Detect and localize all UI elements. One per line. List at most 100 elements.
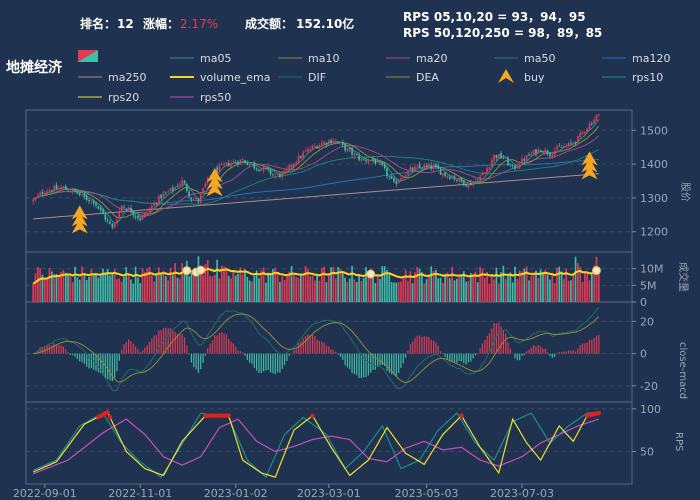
volume-bar: [174, 263, 176, 302]
candle-body: [414, 166, 416, 172]
volume-bar: [95, 273, 97, 302]
volume-bar: [190, 273, 193, 302]
candle-body: [593, 119, 595, 124]
candle-body: [323, 141, 325, 145]
candle-body: [453, 176, 456, 180]
macd-histogram-bar: [549, 353, 551, 356]
volume-bar: [123, 276, 125, 302]
candle-body: [586, 128, 589, 132]
volume-bar: [192, 275, 195, 302]
candle-body: [339, 142, 342, 144]
candle-body: [388, 176, 391, 178]
macd-histogram-bar: [530, 347, 532, 354]
volume-bar: [37, 266, 39, 302]
volume-bar: [423, 283, 426, 302]
candle-body: [504, 157, 507, 159]
volume-bar: [211, 276, 214, 302]
volume-bar: [483, 277, 486, 302]
macd-histogram-bar: [137, 349, 139, 354]
volume-bar: [516, 279, 519, 302]
macd-histogram-bar: [409, 344, 411, 354]
macd-histogram-bar: [121, 349, 123, 354]
volume-bar: [507, 275, 509, 302]
volume-bar: [439, 277, 442, 302]
legend-label: ma05: [200, 52, 231, 65]
volume-bar: [323, 266, 325, 302]
candle-body: [528, 154, 530, 156]
macd-histogram-bar: [188, 353, 190, 355]
volume-axis-label: 成交量: [677, 262, 690, 292]
macd-histogram-bar: [242, 352, 244, 354]
volume-bar: [463, 271, 465, 302]
macd-histogram-bar: [588, 339, 591, 354]
candle-body: [88, 199, 90, 202]
macd-histogram-bar: [314, 336, 316, 354]
candle-body: [111, 223, 114, 228]
macd-histogram-bar: [207, 348, 209, 354]
volume-bar: [586, 273, 589, 302]
macd-histogram-bar: [579, 345, 581, 354]
volume-bar: [111, 272, 114, 302]
buy-marker: [206, 182, 223, 197]
ma250-line: [33, 173, 599, 220]
candle-body: [435, 164, 437, 167]
rps20-line: [32, 411, 599, 478]
macd-histogram-bar: [179, 334, 181, 354]
macd-histogram-bar: [302, 338, 304, 354]
macd-histogram-bar: [307, 334, 309, 354]
volume-bar: [369, 268, 372, 302]
candle-body: [85, 196, 88, 201]
volume-bar: [490, 274, 493, 302]
volume-bar: [318, 280, 321, 302]
macd-histogram-bar: [563, 351, 565, 354]
macd-histogram-bar: [328, 346, 330, 354]
macd-histogram-bar: [151, 338, 153, 354]
candle-body: [446, 175, 449, 177]
volume-bar: [341, 271, 344, 302]
volume-bar: [523, 268, 526, 302]
candle-body: [549, 153, 551, 156]
macd-histogram-bar: [423, 336, 425, 354]
volume-bar: [416, 266, 419, 302]
candle-body: [309, 149, 311, 150]
price-axis-label: 股价: [679, 182, 691, 202]
volume-bar: [528, 280, 530, 302]
candle-body: [314, 146, 316, 148]
candle-body: [262, 167, 265, 171]
legend-label: ma120: [632, 52, 670, 65]
candle-body: [467, 183, 470, 188]
volume-bar: [465, 281, 467, 302]
candle-body: [493, 154, 495, 161]
candle-body: [225, 162, 228, 165]
volume-bar: [165, 276, 167, 302]
candle-body: [286, 168, 288, 171]
candle-body: [113, 223, 116, 228]
volume-bar: [220, 265, 223, 302]
candle-body: [553, 151, 556, 156]
candle-body: [397, 180, 400, 184]
candle-body: [95, 202, 97, 206]
candle-body: [279, 173, 281, 177]
volume-highlight-dot: [182, 266, 192, 276]
header: 排名： 12 涨幅： 2.17% 成交额： 152.10亿 RPS 05,10,…: [6, 10, 602, 76]
macd-histogram-bar: [528, 349, 530, 354]
candle-body: [293, 163, 295, 168]
candle-body: [560, 147, 563, 148]
candle-body: [395, 180, 398, 185]
candle-body: [588, 123, 591, 129]
macd-histogram-bar: [358, 353, 360, 379]
volume-bar: [274, 267, 277, 302]
macd-histogram-bar: [58, 344, 60, 354]
candle-body: [120, 205, 123, 212]
candle-body: [267, 167, 270, 170]
candle-body: [244, 160, 246, 163]
candle-body: [390, 176, 393, 179]
x-tick-label: 2022-09-01: [13, 487, 77, 500]
macd-histogram-bar: [239, 351, 241, 354]
macd-histogram-bar: [160, 330, 162, 354]
macd-histogram-bar: [295, 347, 297, 354]
candle-body: [598, 114, 600, 116]
candle-body: [197, 199, 200, 203]
volume-bar: [560, 271, 563, 302]
volume-bar: [209, 275, 211, 302]
